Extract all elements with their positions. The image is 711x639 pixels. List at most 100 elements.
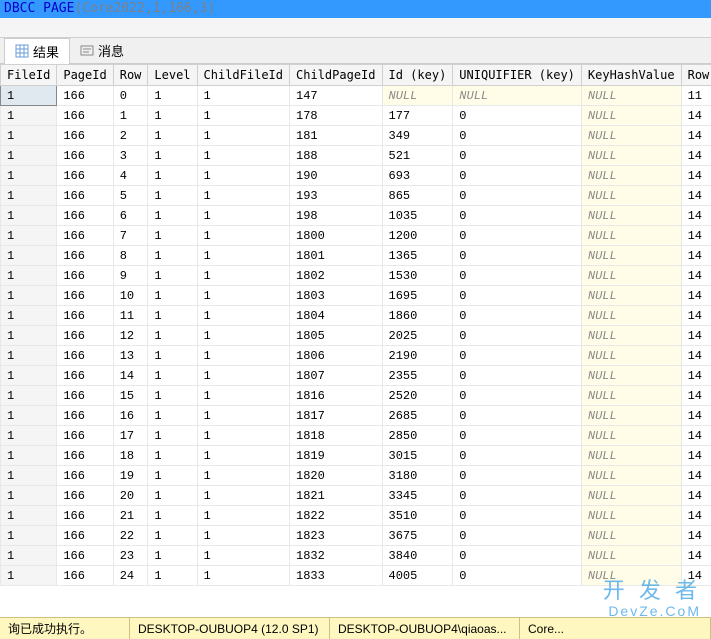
table-cell[interactable]: NULL <box>581 406 681 426</box>
table-cell[interactable]: 1 <box>197 306 289 326</box>
table-cell[interactable]: 1 <box>148 286 197 306</box>
table-cell[interactable]: NULL <box>581 106 681 126</box>
column-header[interactable]: PageId <box>57 65 113 86</box>
table-cell[interactable]: 4005 <box>382 566 453 586</box>
table-cell[interactable]: NULL <box>581 306 681 326</box>
table-cell[interactable]: 1 <box>148 386 197 406</box>
table-cell[interactable]: 1 <box>197 286 289 306</box>
table-cell[interactable]: 12 <box>113 326 148 346</box>
table-cell[interactable]: 1 <box>1 406 57 426</box>
table-cell[interactable]: NULL <box>581 466 681 486</box>
table-cell[interactable]: 0 <box>453 186 582 206</box>
table-cell[interactable]: 14 <box>681 366 711 386</box>
table-cell[interactable]: 1 <box>197 446 289 466</box>
table-cell[interactable]: 1807 <box>290 366 382 386</box>
table-cell[interactable]: 3675 <box>382 526 453 546</box>
table-cell[interactable]: 1 <box>197 426 289 446</box>
table-cell[interactable]: NULL <box>581 506 681 526</box>
table-cell[interactable]: 1 <box>1 366 57 386</box>
table-row[interactable]: 11661611181726850NULL14 <box>1 406 711 426</box>
table-cell[interactable]: 1819 <box>290 446 382 466</box>
table-cell[interactable]: 1 <box>1 206 57 226</box>
table-cell[interactable]: 3510 <box>382 506 453 526</box>
table-cell[interactable]: 0 <box>453 326 582 346</box>
table-cell[interactable]: 1 <box>1 86 57 106</box>
table-cell[interactable]: 1 <box>1 106 57 126</box>
table-cell[interactable]: 1 <box>197 86 289 106</box>
table-cell[interactable]: 177 <box>382 106 453 126</box>
table-cell[interactable]: 1 <box>148 266 197 286</box>
table-cell[interactable]: 1 <box>197 186 289 206</box>
table-cell[interactable]: 1 <box>1 546 57 566</box>
table-cell[interactable]: 178 <box>290 106 382 126</box>
table-cell[interactable]: 14 <box>681 206 711 226</box>
table-cell[interactable]: 1 <box>148 366 197 386</box>
table-cell[interactable]: NULL <box>581 326 681 346</box>
table-cell[interactable]: NULL <box>581 386 681 406</box>
table-cell[interactable]: 188 <box>290 146 382 166</box>
table-cell[interactable]: 0 <box>453 246 582 266</box>
table-cell[interactable]: 166 <box>57 526 113 546</box>
table-cell[interactable]: 14 <box>681 446 711 466</box>
table-cell[interactable]: NULL <box>581 146 681 166</box>
table-cell[interactable]: 166 <box>57 266 113 286</box>
column-header[interactable]: KeyHashValue <box>581 65 681 86</box>
table-cell[interactable]: 14 <box>681 226 711 246</box>
table-cell[interactable]: NULL <box>581 566 681 586</box>
table-row[interactable]: 11661011180316950NULL14 <box>1 286 711 306</box>
table-cell[interactable]: 1 <box>148 326 197 346</box>
table-cell[interactable]: 1 <box>1 186 57 206</box>
table-cell[interactable]: 1 <box>1 346 57 366</box>
table-cell[interactable]: 1 <box>197 246 289 266</box>
table-cell[interactable]: 1 <box>148 466 197 486</box>
table-cell[interactable]: 1 <box>1 166 57 186</box>
table-cell[interactable]: 166 <box>57 206 113 226</box>
table-cell[interactable]: 1 <box>1 286 57 306</box>
table-cell[interactable]: NULL <box>581 246 681 266</box>
table-cell[interactable]: 6 <box>113 206 148 226</box>
table-cell[interactable]: 1 <box>197 226 289 246</box>
table-cell[interactable]: 1 <box>1 466 57 486</box>
table-cell[interactable]: 0 <box>453 526 582 546</box>
table-cell[interactable]: 1 <box>197 346 289 366</box>
table-cell[interactable]: 1833 <box>290 566 382 586</box>
table-cell[interactable]: 1 <box>148 146 197 166</box>
table-cell[interactable]: NULL <box>581 546 681 566</box>
table-cell[interactable]: 0 <box>453 286 582 306</box>
table-cell[interactable]: 1 <box>197 466 289 486</box>
table-cell[interactable]: 0 <box>453 206 582 226</box>
table-cell[interactable]: 2025 <box>382 326 453 346</box>
table-cell[interactable]: 14 <box>681 466 711 486</box>
table-cell[interactable]: 14 <box>681 486 711 506</box>
table-cell[interactable]: 17 <box>113 426 148 446</box>
column-header[interactable]: ChildPageId <box>290 65 382 86</box>
table-cell[interactable]: 14 <box>681 386 711 406</box>
table-row[interactable]: 11661111781770NULL14 <box>1 106 711 126</box>
table-cell[interactable]: 1 <box>148 546 197 566</box>
results-grid-container[interactable]: FileIdPageIdRowLevelChildFileIdChildPage… <box>0 64 711 612</box>
table-cell[interactable]: 1 <box>197 506 289 526</box>
table-cell[interactable]: NULL <box>581 226 681 246</box>
table-cell[interactable]: 1816 <box>290 386 382 406</box>
column-header[interactable]: FileId <box>1 65 57 86</box>
table-cell[interactable]: NULL <box>581 446 681 466</box>
table-cell[interactable]: 14 <box>681 306 711 326</box>
table-cell[interactable]: 1800 <box>290 226 382 246</box>
table-cell[interactable]: 0 <box>453 506 582 526</box>
table-cell[interactable]: NULL <box>453 86 582 106</box>
table-cell[interactable]: 3015 <box>382 446 453 466</box>
table-cell[interactable]: 14 <box>681 146 711 166</box>
table-cell[interactable]: 0 <box>453 106 582 126</box>
table-cell[interactable]: 1 <box>197 126 289 146</box>
table-cell[interactable]: 1 <box>148 106 197 126</box>
table-cell[interactable]: 11 <box>113 306 148 326</box>
table-cell[interactable]: 14 <box>681 286 711 306</box>
column-header[interactable]: Id (key) <box>382 65 453 86</box>
table-cell[interactable]: 0 <box>453 366 582 386</box>
table-cell[interactable]: 1805 <box>290 326 382 346</box>
table-cell[interactable]: 166 <box>57 366 113 386</box>
table-cell[interactable]: 1817 <box>290 406 382 426</box>
table-cell[interactable]: 1 <box>197 146 289 166</box>
table-cell[interactable]: 1 <box>1 526 57 546</box>
table-cell[interactable]: 1 <box>1 266 57 286</box>
